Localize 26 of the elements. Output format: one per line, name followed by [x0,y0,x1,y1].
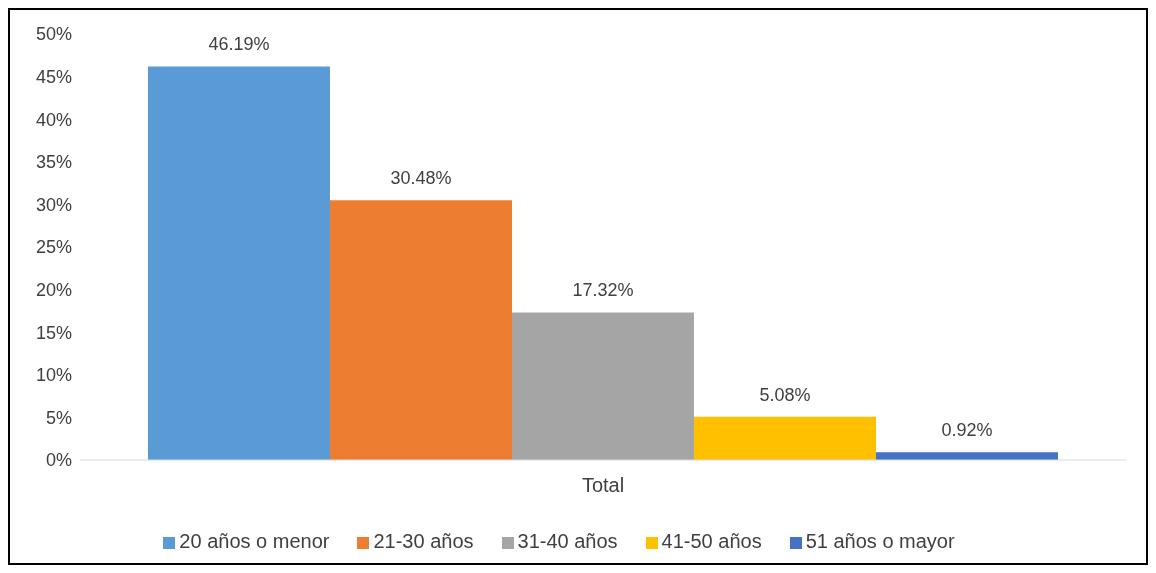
legend-label: 20 años o menor [179,530,330,552]
legend-label: 51 años o mayor [805,530,955,552]
data-label: 17.32% [572,280,634,301]
bar [329,200,512,460]
y-tick-label: 45% [35,66,72,87]
data-label: 46.19% [208,34,270,55]
legend-label: 21-30 años [373,530,474,552]
y-tick-label: 50% [35,24,72,45]
data-label: 5.08% [759,384,811,405]
bar [147,66,330,460]
y-tick-label: 20% [35,279,72,300]
data-label: 0.92% [941,420,993,441]
bar [693,416,876,460]
y-tick-label: 0% [45,450,72,471]
y-tick-label: 25% [35,237,72,258]
y-tick-label: 15% [35,322,72,343]
y-tick-label: 40% [35,109,72,130]
legend-label: 41-50 años [661,530,762,552]
bar [511,312,694,460]
x-tick-label: Total [581,474,625,497]
data-label: 30.48% [390,168,452,189]
y-tick-label: 30% [35,194,72,215]
legend-label: 31-40 años [517,530,618,552]
y-tick-label: 10% [35,365,72,386]
y-tick-label: 5% [45,407,72,428]
y-tick-label: 35% [35,152,72,173]
